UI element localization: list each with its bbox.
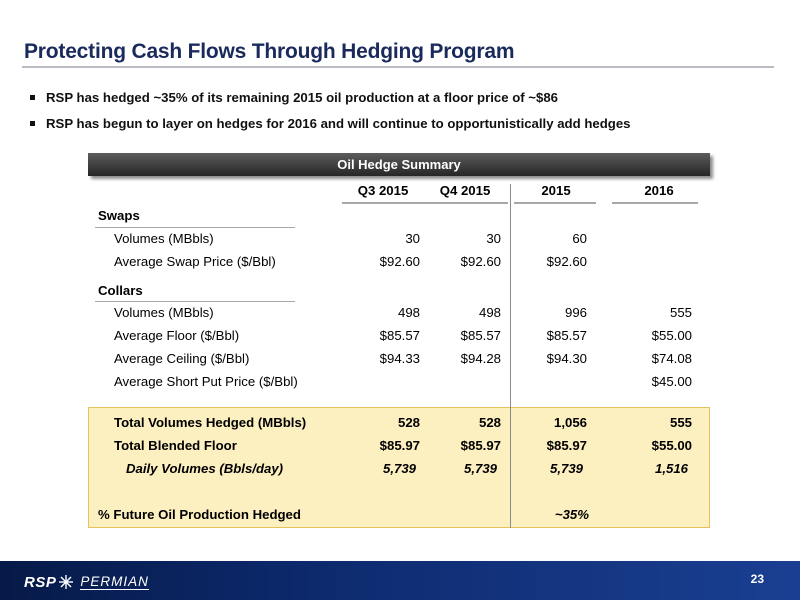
company-logo: RSP PERMIAN bbox=[24, 572, 149, 592]
col-header-q4-2015: Q4 2015 bbox=[439, 183, 491, 198]
table-row: Volumes (MBbls) 498 498 996 555 bbox=[0, 301, 800, 324]
col-header-2016: 2016 bbox=[644, 183, 674, 198]
totals-highlight-box bbox=[88, 407, 710, 528]
cell-value: $85.57 bbox=[546, 328, 587, 343]
section-header-row: Swaps bbox=[0, 204, 800, 227]
table-row: Average Ceiling ($/Bbl) $94.33 $94.28 $9… bbox=[0, 347, 800, 370]
bullet-item: RSP has hedged ~35% of its remaining 201… bbox=[30, 84, 631, 110]
cell-value: $55.00 bbox=[651, 328, 692, 343]
cell-value: 528 bbox=[478, 415, 501, 430]
cell-value: 5,739 bbox=[463, 461, 497, 476]
table-row: Volumes (MBbls) 30 30 60 bbox=[0, 227, 800, 250]
cell-value: $85.97 bbox=[460, 438, 501, 453]
section-label-collars: Collars bbox=[98, 283, 143, 298]
cell-value: 5,739 bbox=[382, 461, 416, 476]
bullet-item: RSP has begun to layer on hedges for 201… bbox=[30, 110, 631, 136]
table-row: Average Swap Price ($/Bbl) $92.60 $92.60… bbox=[0, 250, 800, 273]
title-divider bbox=[22, 66, 774, 68]
cell-value: $74.08 bbox=[651, 351, 692, 366]
cell-value: 555 bbox=[669, 305, 692, 320]
row-label: Average Swap Price ($/Bbl) bbox=[114, 254, 276, 269]
cell-value: $92.60 bbox=[379, 254, 420, 269]
cell-value: 60 bbox=[572, 231, 587, 246]
bullet-list: RSP has hedged ~35% of its remaining 201… bbox=[30, 84, 631, 136]
cell-value: 498 bbox=[478, 305, 501, 320]
header-underline bbox=[514, 202, 596, 204]
bullet-text: RSP has hedged ~35% of its remaining 201… bbox=[46, 89, 559, 105]
table-row-total: Total Blended Floor $85.97 $85.97 $85.97… bbox=[0, 434, 800, 457]
cell-value: 5,739 bbox=[549, 461, 583, 476]
section-underline bbox=[95, 227, 295, 228]
cell-value: 498 bbox=[397, 305, 420, 320]
section-header-row: Collars bbox=[0, 279, 800, 302]
column-divider bbox=[510, 184, 511, 528]
cell-value: ~35% bbox=[554, 507, 589, 522]
cell-value: 1,516 bbox=[654, 461, 688, 476]
cell-value: $92.60 bbox=[460, 254, 501, 269]
bullet-square-icon bbox=[30, 94, 35, 100]
header-underline bbox=[612, 202, 698, 204]
cell-value: $94.30 bbox=[546, 351, 587, 366]
cell-value: 555 bbox=[669, 415, 692, 430]
cell-value: $85.97 bbox=[546, 438, 587, 453]
logo-rsp-text: RSP bbox=[24, 573, 57, 591]
cell-value: 30 bbox=[486, 231, 501, 246]
table-banner: Oil Hedge Summary bbox=[88, 153, 710, 176]
col-header-2015: 2015 bbox=[541, 183, 571, 198]
page-number: 23 bbox=[750, 572, 764, 586]
row-label: Volumes (MBbls) bbox=[114, 305, 214, 320]
row-label: Average Floor ($/Bbl) bbox=[114, 328, 240, 343]
col-header-q3-2015: Q3 2015 bbox=[357, 183, 409, 198]
cell-value: $94.28 bbox=[460, 351, 501, 366]
row-label: Average Short Put Price ($/Bbl) bbox=[114, 374, 298, 389]
section-underline bbox=[95, 301, 295, 302]
footer-bar: RSP PERMIAN 23 bbox=[0, 561, 800, 600]
cell-value: $85.57 bbox=[460, 328, 501, 343]
row-label: Total Blended Floor bbox=[114, 438, 237, 453]
row-label: Daily Volumes (Bbls/day) bbox=[126, 461, 284, 476]
row-label: % Future Oil Production Hedged bbox=[98, 507, 301, 522]
table-row: Average Short Put Price ($/Bbl) $45.00 bbox=[0, 370, 800, 393]
cell-value: $85.57 bbox=[379, 328, 420, 343]
logo-permian-text: PERMIAN bbox=[80, 573, 149, 590]
table-row-total: Total Volumes Hedged (MBbls) 528 528 1,0… bbox=[0, 411, 800, 434]
cell-value: $92.60 bbox=[546, 254, 587, 269]
header-underline bbox=[342, 202, 508, 204]
cell-value: 1,056 bbox=[553, 415, 587, 430]
cell-value: $85.97 bbox=[379, 438, 420, 453]
section-label-swaps: Swaps bbox=[98, 208, 140, 223]
bullet-square-icon bbox=[30, 120, 35, 126]
cell-value: $45.00 bbox=[651, 374, 692, 389]
cell-value: 996 bbox=[564, 305, 587, 320]
bullet-text: RSP has begun to layer on hedges for 201… bbox=[46, 115, 631, 131]
cell-value: 528 bbox=[397, 415, 420, 430]
table-row-total: % Future Oil Production Hedged ~35% bbox=[0, 503, 800, 526]
cell-value: $94.33 bbox=[379, 351, 420, 366]
star-burst-icon bbox=[59, 575, 74, 589]
page-title: Protecting Cash Flows Through Hedging Pr… bbox=[24, 40, 515, 63]
cell-value: 30 bbox=[405, 231, 420, 246]
row-label: Total Volumes Hedged (MBbls) bbox=[114, 415, 307, 430]
table-row-total: Daily Volumes (Bbls/day) 5,739 5,739 5,7… bbox=[0, 457, 800, 480]
table-row: Average Floor ($/Bbl) $85.57 $85.57 $85.… bbox=[0, 324, 800, 347]
cell-value: $55.00 bbox=[651, 438, 692, 453]
row-label: Volumes (MBbls) bbox=[114, 231, 214, 246]
row-label: Average Ceiling ($/Bbl) bbox=[114, 351, 250, 366]
